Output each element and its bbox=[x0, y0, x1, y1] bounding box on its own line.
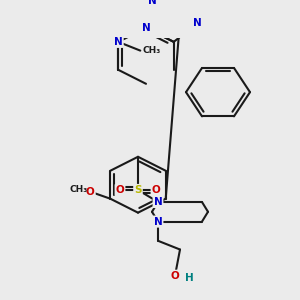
Text: O: O bbox=[171, 271, 179, 281]
Text: O: O bbox=[86, 187, 95, 197]
Text: H: H bbox=[185, 273, 194, 283]
Text: N: N bbox=[148, 0, 157, 6]
Text: N: N bbox=[142, 23, 150, 33]
Text: CH₃: CH₃ bbox=[142, 46, 160, 55]
Text: N: N bbox=[142, 23, 150, 33]
Text: O: O bbox=[116, 185, 124, 195]
Text: N: N bbox=[154, 197, 162, 207]
Text: CH₃: CH₃ bbox=[69, 185, 87, 194]
Text: N: N bbox=[193, 18, 202, 28]
Text: N: N bbox=[154, 217, 162, 226]
Text: S: S bbox=[134, 185, 142, 195]
Text: N: N bbox=[114, 37, 123, 47]
Text: O: O bbox=[152, 185, 160, 195]
